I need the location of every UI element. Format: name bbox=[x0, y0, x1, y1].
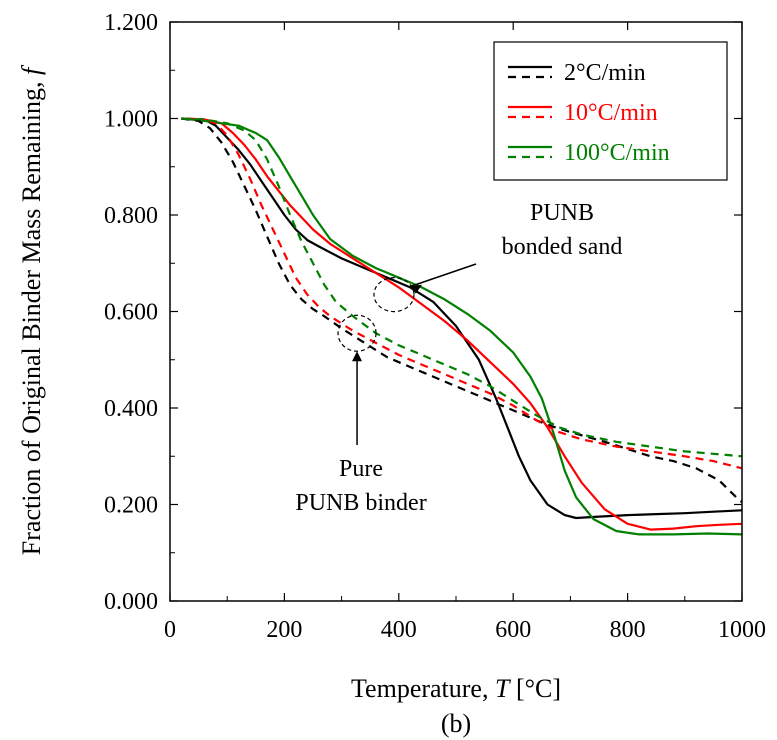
series-line-4 bbox=[181, 117, 743, 470]
bonded-sand-marker-circle bbox=[373, 277, 415, 313]
plot-content bbox=[181, 117, 743, 536]
series-line-5 bbox=[181, 117, 743, 458]
pure-binder-label: Pure bbox=[339, 456, 383, 482]
y-tick-label: 0.200 bbox=[104, 493, 158, 519]
x-axis-title-text: Temperature, bbox=[351, 674, 495, 703]
figure-caption: (b) bbox=[441, 709, 471, 738]
legend-label: 10°C/min bbox=[564, 100, 658, 126]
y-tick-label: 1.200 bbox=[104, 10, 158, 36]
axis-ticks: 0 200 400 600 800 1000 0.000 0.200 0.400 0.600 0.8… bbox=[104, 10, 766, 643]
y-axis-title-symbol: f bbox=[17, 64, 46, 75]
x-tick-label: 600 bbox=[495, 617, 531, 643]
series-line-0 bbox=[181, 117, 743, 520]
annotations: PUNB bonded sand Pure PUNB binder bbox=[295, 200, 622, 516]
x-tick-label: 400 bbox=[381, 617, 417, 643]
bonded-sand-arrow bbox=[409, 263, 477, 288]
pure-binder-marker-circle bbox=[337, 314, 377, 352]
x-tick-label: 200 bbox=[266, 617, 302, 643]
legend-box bbox=[493, 41, 728, 181]
pure-binder-arrowhead bbox=[352, 351, 363, 362]
pure-binder-label: PUNB binder bbox=[295, 490, 426, 516]
y-tick-label: 0.000 bbox=[104, 589, 158, 615]
y-tick-label: 0.600 bbox=[104, 300, 158, 326]
x-axis-title-unit: [°C] bbox=[509, 674, 561, 703]
series-line-1 bbox=[181, 117, 743, 531]
y-axis-title-text: Fraction of Original Binder Mass Remaini… bbox=[17, 75, 46, 555]
legend: 2°C/min 10°C/min 100°C/min bbox=[493, 41, 728, 181]
legend-label: 100°C/min bbox=[564, 140, 670, 166]
x-axis-title-symbol: T bbox=[495, 674, 511, 703]
y-axis-title: Fraction of Original Binder Mass Remaini… bbox=[17, 64, 46, 555]
series-line-3 bbox=[181, 117, 743, 503]
bonded-sand-label: bonded sand bbox=[502, 234, 623, 260]
x-tick-label: 800 bbox=[610, 617, 646, 643]
x-axis-title: Temperature, T [°C] bbox=[351, 674, 561, 703]
bonded-sand-arrowhead bbox=[409, 284, 422, 294]
bonded-sand-label: PUNB bbox=[530, 200, 594, 226]
series-line-2 bbox=[181, 117, 743, 536]
x-tick-label: 0 bbox=[164, 617, 176, 643]
x-tick-label: 1000 bbox=[718, 617, 766, 643]
y-tick-label: 0.400 bbox=[104, 396, 158, 422]
y-tick-label: 1.000 bbox=[104, 107, 158, 133]
legend-label: 2°C/min bbox=[564, 60, 646, 86]
y-tick-label: 0.800 bbox=[104, 203, 158, 229]
